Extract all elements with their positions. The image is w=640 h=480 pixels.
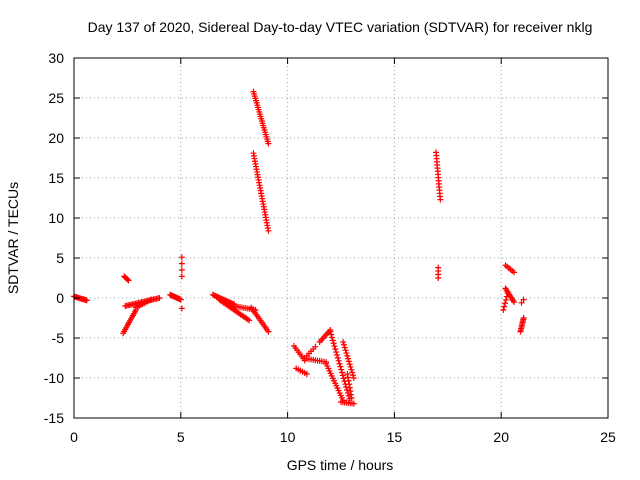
data-point: [335, 357, 342, 364]
data-point: [511, 299, 518, 305]
y-tick-label: 15: [48, 170, 64, 186]
data-point: [339, 372, 346, 379]
y-tick-label: 30: [48, 50, 64, 66]
data-point: [504, 290, 511, 297]
data-point: [346, 384, 353, 391]
data-point: [347, 363, 354, 370]
y-tick-label: 0: [56, 290, 64, 306]
data-point: [334, 354, 341, 361]
y-tick-label: -5: [52, 330, 65, 346]
y-tick-label: 10: [48, 210, 64, 226]
data-point: [329, 337, 336, 344]
data-point: [341, 344, 348, 351]
data-point: [337, 363, 344, 370]
y-tick-label: 25: [48, 90, 64, 106]
data-point: [345, 358, 352, 365]
data-point: [342, 347, 349, 354]
data-point: [511, 269, 518, 276]
data-point: [178, 254, 185, 261]
data-point: [124, 276, 131, 283]
data-point: [340, 339, 347, 345]
data-point: [346, 361, 353, 368]
data-point: [178, 260, 185, 267]
data-point: [265, 227, 272, 234]
data-point: [178, 267, 185, 273]
data-point: [344, 371, 351, 377]
data-point: [339, 369, 346, 376]
data-point: [333, 349, 340, 356]
data-point: [345, 374, 352, 381]
data-point: [330, 340, 337, 347]
data-point: [348, 391, 355, 398]
data-point: [350, 375, 357, 381]
data-point: [147, 296, 154, 303]
data-point: [328, 331, 335, 338]
data-point: [177, 296, 184, 303]
data-point: [345, 355, 352, 362]
x-tick-label: 25: [600, 429, 616, 445]
y-tick-label: 20: [48, 130, 64, 146]
y-axis-label: SDTVAR / TECUs: [5, 182, 21, 294]
data-point: [125, 277, 132, 284]
x-tick-label: 5: [177, 429, 185, 445]
data-point: [520, 296, 527, 303]
y-tick-labels: -15 -10 -5 0 5 10 15 20 25 30: [44, 50, 64, 426]
data-point: [348, 366, 355, 373]
data-point: [349, 369, 356, 376]
data-point: [346, 381, 353, 388]
data-point: [246, 317, 253, 324]
data-point: [348, 395, 355, 401]
x-tick-label: 15: [387, 429, 403, 445]
chart-title: Day 137 of 2020, Sidereal Day-to-day VTE…: [88, 19, 593, 35]
data-point: [334, 351, 341, 358]
data-point: [520, 315, 527, 321]
data-point: [83, 297, 90, 304]
data-point: [437, 196, 444, 203]
x-tick-label: 0: [70, 429, 78, 445]
data-point: [502, 300, 509, 307]
data-point: [344, 352, 351, 359]
data-point: [265, 140, 272, 147]
data-point: [303, 371, 310, 377]
x-axis-label: GPS time / hours: [287, 457, 394, 473]
data-point: [331, 343, 338, 350]
axis-ticks: [73, 57, 609, 419]
grid: [74, 58, 608, 418]
data-point: [336, 360, 343, 367]
data-point: [338, 366, 345, 373]
data-point: [178, 305, 185, 312]
data-point: [347, 388, 354, 395]
data-point: [156, 295, 163, 301]
data-point: [518, 299, 525, 306]
data-point: [349, 372, 356, 379]
data-point: [327, 328, 334, 335]
data-point: [343, 384, 350, 391]
data-point: [350, 400, 357, 407]
plot-frame: [73, 57, 609, 419]
y-tick-label: -10: [44, 370, 64, 386]
data-points: [71, 88, 527, 407]
data-point: [500, 307, 507, 313]
data-point: [178, 273, 185, 280]
data-point: [502, 296, 509, 303]
data-point: [340, 375, 347, 382]
y-tick-label: 5: [56, 250, 64, 266]
data-point: [343, 350, 350, 357]
data-point: [501, 303, 508, 310]
data-point: [332, 346, 339, 353]
data-point: [435, 275, 442, 281]
data-point: [345, 377, 352, 384]
data-point: [503, 293, 510, 300]
data-point: [312, 343, 319, 350]
x-tick-label: 10: [280, 429, 296, 445]
data-point: [340, 341, 347, 348]
x-tick-label: 20: [493, 429, 509, 445]
data-point: [328, 334, 335, 341]
x-tick-labels: 0 5 10 15 20 25: [70, 429, 616, 445]
data-point: [265, 328, 272, 335]
y-tick-label: -15: [44, 410, 64, 426]
